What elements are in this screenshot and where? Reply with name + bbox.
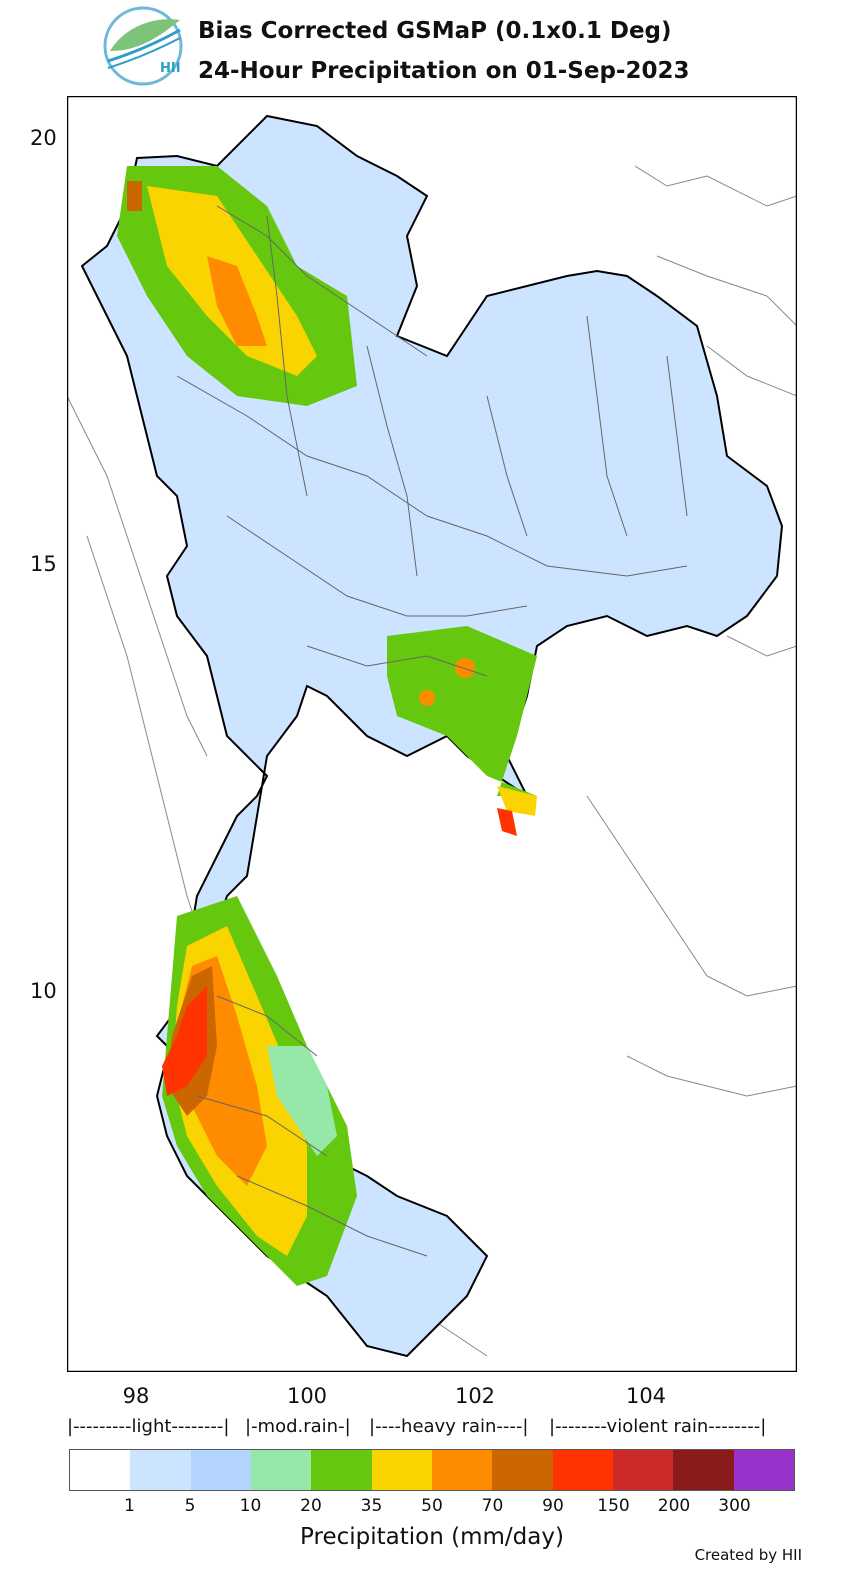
colorbar-tick-label: 10 — [239, 1496, 262, 1516]
colorbar-tick-label: 300 — [718, 1496, 751, 1516]
colorbar-swatch — [250, 1450, 312, 1490]
colorbar-tick-label: 50 — [421, 1496, 443, 1516]
colorbar-swatch — [733, 1450, 794, 1490]
province-borders — [176, 205, 688, 1257]
colorbar-tick-label: 35 — [360, 1496, 383, 1516]
colorbar-tick-label: 1 — [124, 1496, 135, 1516]
x-tick-label-102: 102 — [454, 1384, 496, 1408]
category-light: |---------light--------| — [67, 1416, 230, 1437]
y-tick-label-10: 10 — [30, 979, 57, 1003]
colorbar-title: Precipitation (mm/day) — [300, 1524, 564, 1550]
title-line-2: 24-Hour Precipitation on 01-Sep-2023 — [198, 58, 690, 84]
category-moderate: |-mod.rain-| — [245, 1416, 351, 1437]
category-heavy: |----heavy rain----| — [369, 1416, 529, 1437]
hii-logo: HII — [100, 6, 186, 86]
colorbar-ticks: 1 5 10 20 35 50 70 90 150 200 300 — [69, 1496, 795, 1520]
colorbar-swatch — [130, 1450, 191, 1490]
colorbar-swatch — [552, 1450, 613, 1490]
colorbar-swatch — [70, 1450, 131, 1490]
title-line-1: Bias Corrected GSMaP (0.1x0.1 Deg) — [198, 18, 672, 44]
x-tick-label-98: 98 — [122, 1384, 150, 1408]
colorbar-swatch — [371, 1450, 432, 1490]
colorbar — [69, 1449, 795, 1491]
colorbar-swatch — [431, 1450, 493, 1490]
colorbar-tick-label: 200 — [657, 1496, 691, 1516]
colorbar-tick-label: 90 — [542, 1496, 564, 1516]
intensity-category-row: |---------light--------| |-mod.rain-| |-… — [67, 1416, 797, 1442]
colorbar-tick-label: 20 — [300, 1496, 322, 1516]
logo-text: HII — [160, 61, 181, 76]
y-tick-label-20: 20 — [30, 126, 57, 150]
x-tick-label-100: 100 — [286, 1384, 328, 1408]
precip-patches — [117, 166, 537, 1286]
x-tick-label-104: 104 — [625, 1384, 667, 1408]
colorbar-tick-label: 5 — [184, 1496, 196, 1516]
colorbar-swatch — [492, 1450, 553, 1490]
colorbar-swatch — [311, 1450, 372, 1490]
precipitation-map — [66, 95, 798, 1373]
category-violent: |--------violent rain--------| — [549, 1416, 767, 1437]
colorbar-tick-label: 70 — [481, 1496, 504, 1516]
colorbar-swatch — [190, 1450, 251, 1490]
colorbar-swatch — [612, 1450, 674, 1490]
credit-text: Created by HII — [694, 1546, 802, 1564]
colorbar-tick-label: 150 — [597, 1496, 630, 1516]
y-tick-label-15: 15 — [30, 552, 57, 576]
colorbar-swatch — [673, 1450, 734, 1490]
